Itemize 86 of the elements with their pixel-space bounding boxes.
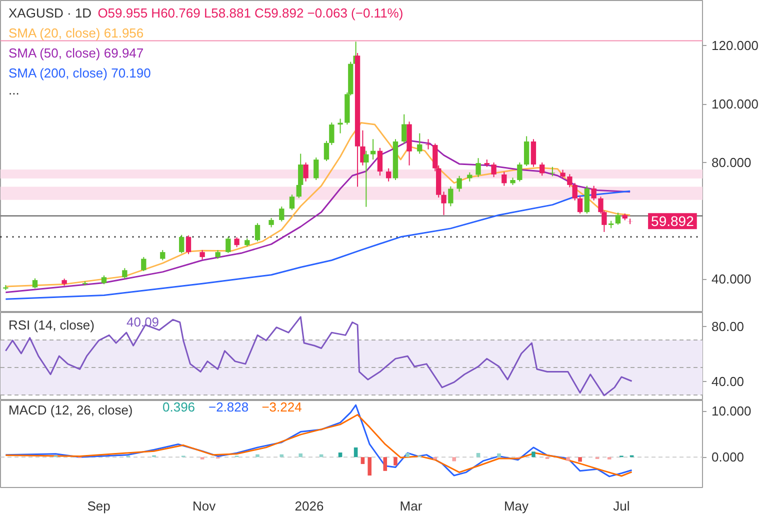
candlestick bbox=[540, 162, 545, 176]
y-tick-label: 10.000 bbox=[712, 404, 752, 419]
candlestick bbox=[32, 278, 38, 289]
bar bbox=[406, 452, 410, 458]
x-tick-label: 2026 bbox=[294, 498, 324, 514]
candlestick bbox=[364, 150, 369, 208]
bar bbox=[383, 457, 388, 471]
line-series bbox=[4, 316, 633, 396]
candlestick bbox=[467, 172, 472, 182]
series-label: −3.224 bbox=[262, 400, 302, 414]
y-tick-label: 80.00 bbox=[712, 318, 744, 334]
candlestick bbox=[476, 158, 481, 178]
candlestick bbox=[234, 236, 240, 248]
candlestick bbox=[502, 171, 507, 186]
candlestick bbox=[386, 168, 392, 182]
candlestick bbox=[572, 182, 578, 201]
x-tick-label: Nov bbox=[192, 498, 216, 514]
chart-title: RSI (14, close) bbox=[8, 318, 94, 332]
candlestick bbox=[200, 250, 205, 260]
x-tick-label: Jul bbox=[613, 498, 630, 514]
candlestick bbox=[577, 196, 583, 214]
y-tick-label: 40.000 bbox=[712, 272, 752, 287]
bar bbox=[280, 454, 284, 458]
candlestick bbox=[329, 122, 334, 146]
text: SMA (50, close) 69.947 bbox=[8, 46, 144, 60]
candlestick bbox=[268, 217, 274, 228]
annotation: O59.955 H60.769 L58.881 C59.892 −0.063 (−0.11%) bbox=[98, 6, 404, 20]
candlestick bbox=[584, 185, 590, 214]
bar bbox=[338, 452, 342, 458]
candlestick bbox=[426, 138, 431, 150]
candlestick bbox=[567, 174, 572, 188]
candlestick bbox=[615, 212, 621, 226]
candlestick bbox=[314, 157, 319, 180]
y-tick-label: 40.00 bbox=[712, 374, 744, 389]
series-label: 40.09 bbox=[126, 314, 160, 330]
candlestick bbox=[491, 162, 496, 178]
bar bbox=[354, 447, 358, 458]
text: SMA (200, close) 70.190 bbox=[8, 66, 151, 80]
candlestick bbox=[517, 162, 522, 182]
candlestick bbox=[550, 166, 556, 177]
candlestick bbox=[226, 236, 231, 254]
candlestick bbox=[338, 118, 343, 134]
y-tick-label: 80.000 bbox=[712, 154, 752, 170]
candlestick bbox=[179, 234, 184, 254]
candlestick bbox=[456, 175, 462, 192]
candlestick bbox=[524, 136, 530, 166]
y-tick-label: 120.000 bbox=[712, 38, 758, 54]
bar bbox=[452, 457, 456, 462]
candlestick bbox=[448, 186, 454, 207]
text: 0.396 bbox=[162, 400, 196, 414]
y-tick-label: 0.000 bbox=[712, 450, 744, 465]
candlestick bbox=[279, 206, 284, 222]
candlestick bbox=[289, 194, 295, 211]
candlestick bbox=[591, 185, 596, 201]
annotation: ... bbox=[8, 82, 20, 98]
candlestick bbox=[402, 114, 407, 144]
chart-title: XAGUSD · 1D bbox=[8, 6, 92, 20]
candlestick bbox=[377, 147, 383, 176]
bar bbox=[256, 454, 260, 458]
bar bbox=[360, 457, 365, 464]
candlestick bbox=[254, 222, 260, 242]
candlestick bbox=[530, 138, 536, 168]
bar bbox=[497, 453, 501, 458]
candlestick bbox=[417, 132, 422, 154]
bar bbox=[566, 457, 570, 461]
candlestick bbox=[141, 256, 146, 272]
x-tick-label: Sep bbox=[87, 498, 110, 514]
text: SMA (20, close) 61.956 bbox=[8, 26, 144, 40]
chart-title: MACD (12, 26, close) bbox=[8, 402, 133, 418]
bar bbox=[532, 452, 536, 458]
candlestick bbox=[303, 162, 308, 182]
bar bbox=[394, 457, 398, 466]
candlestick bbox=[186, 234, 192, 255]
candlestick bbox=[160, 250, 166, 261]
candlestick bbox=[324, 140, 330, 162]
x-tick-label: Mar bbox=[400, 498, 423, 514]
candlestick bbox=[370, 138, 376, 160]
x-tick-label: May bbox=[504, 498, 529, 514]
candlestick bbox=[441, 191, 446, 216]
text: −2.828 bbox=[208, 400, 249, 414]
bar bbox=[298, 453, 303, 458]
candlestick bbox=[122, 268, 128, 280]
bar bbox=[368, 457, 372, 476]
y-tick-label: 100.000 bbox=[712, 96, 758, 112]
annotation: 59.892 bbox=[651, 213, 694, 230]
bar bbox=[578, 457, 582, 462]
